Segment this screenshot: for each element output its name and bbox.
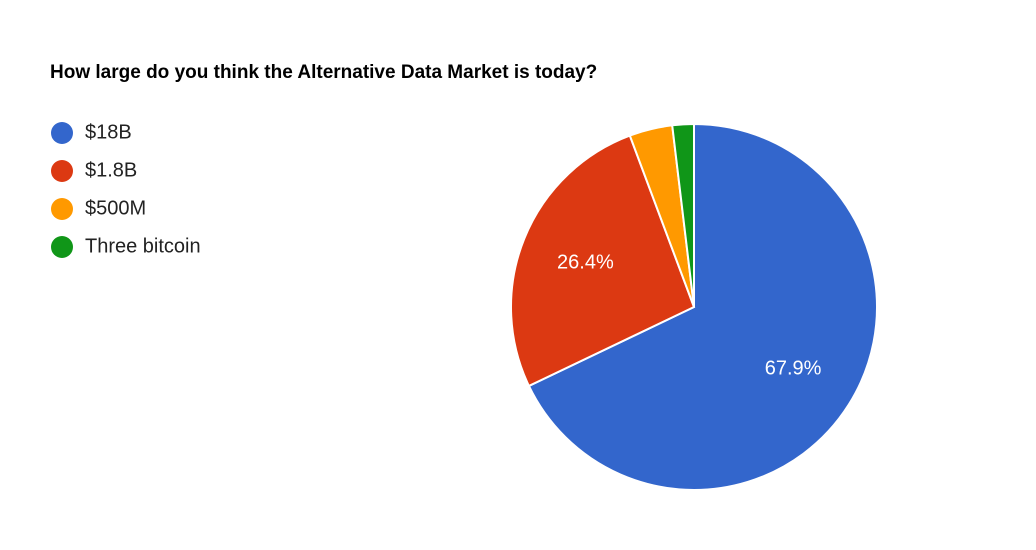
- legend-label: Three bitcoin: [85, 235, 201, 257]
- legend-swatch: [51, 198, 73, 220]
- legend-label: $500M: [85, 197, 146, 219]
- pie-slice: [510, 134, 696, 388]
- legend-swatch: [51, 236, 73, 258]
- legend-label: $1.8B: [85, 159, 137, 181]
- slice-label: 67.9%: [765, 358, 822, 380]
- pie-slice: [671, 122, 695, 308]
- legend-swatch: [51, 160, 73, 182]
- slice-label: 26.4%: [557, 251, 614, 273]
- legend-swatch: [51, 122, 73, 144]
- pie-slice: [527, 122, 878, 491]
- legend-label: $18B: [85, 121, 132, 143]
- chart-title: How large do you think the Alternative D…: [50, 62, 597, 83]
